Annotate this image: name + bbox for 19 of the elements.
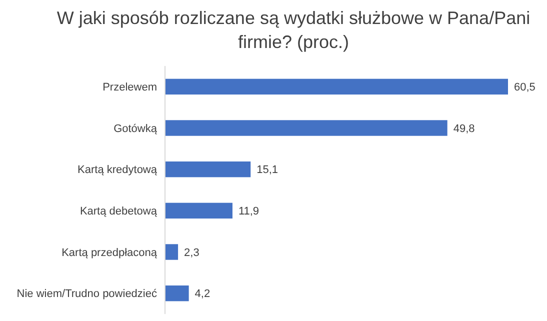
bar <box>165 78 508 95</box>
data-label: 2,3 <box>184 246 200 259</box>
y-tick-label: Przelewem <box>102 82 157 94</box>
bar <box>165 202 232 219</box>
bar <box>165 244 178 260</box>
bar <box>165 285 189 302</box>
data-label: 11,9 <box>238 206 260 218</box>
y-tick-label: Gotówką <box>114 122 158 135</box>
y-tick-label: Kartą przedpłaconą <box>62 246 158 259</box>
data-label: 4,2 <box>194 288 210 300</box>
bar <box>165 161 251 178</box>
data-label: 15,1 <box>256 164 278 176</box>
data-label: 60,5 <box>514 82 536 94</box>
bar <box>165 120 448 136</box>
y-tick-label: Kartą kredytową <box>78 164 158 176</box>
chart-title: W jaki sposób rozliczane są wydatki służbowe w Pana/Pani firmie? (proc.) <box>56 8 530 52</box>
data-label: 49,8 <box>453 122 475 135</box>
y-tick-label: Nie wiem/Trudno powiedzieć <box>16 288 158 300</box>
y-tick-label: Kartą debetową <box>80 206 158 218</box>
